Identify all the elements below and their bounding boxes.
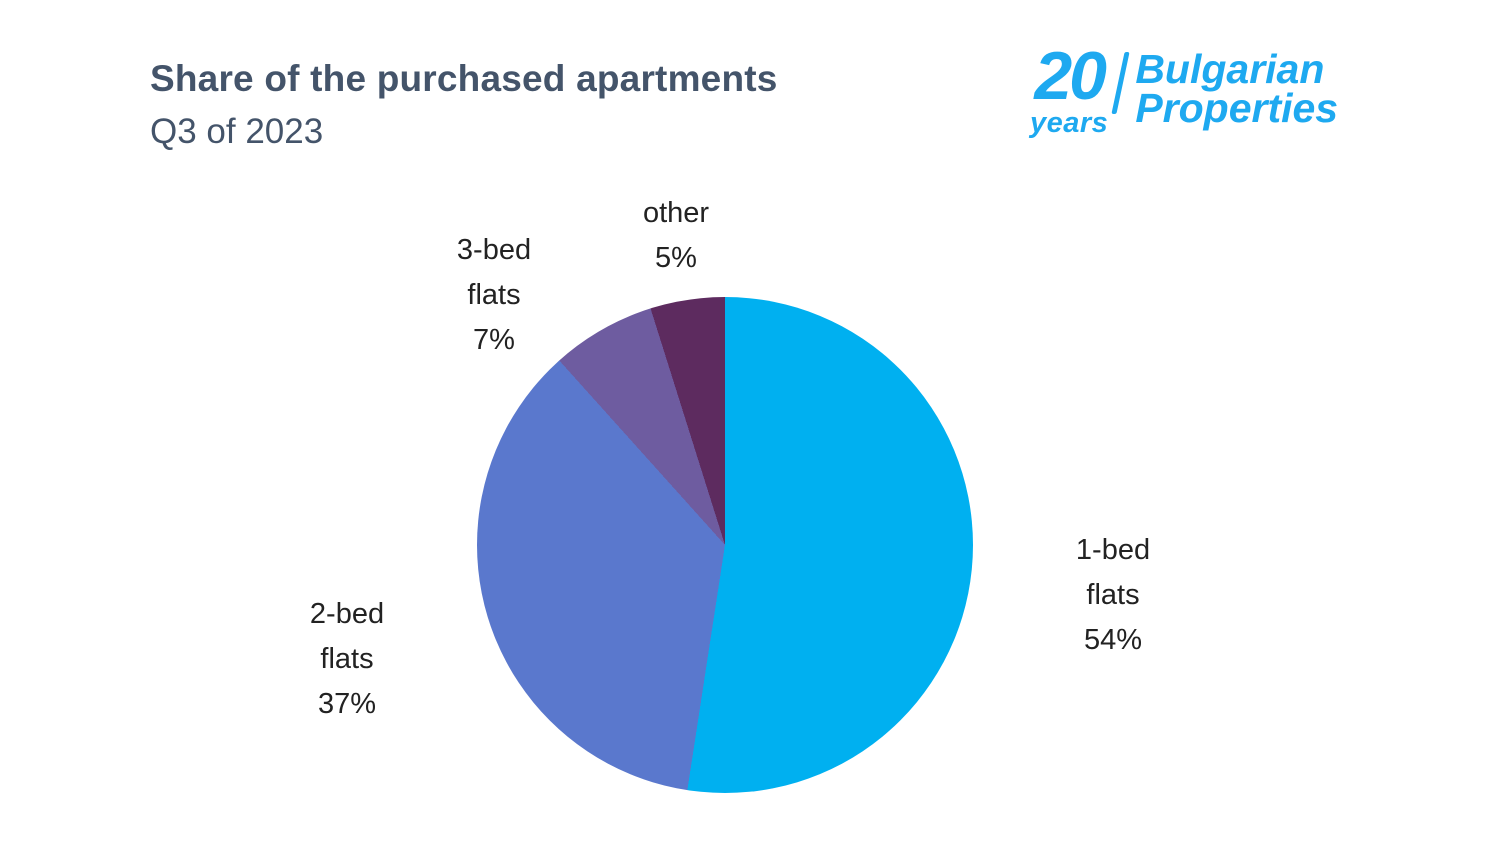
slice-label-1-bed-flats: 1-bed flats 54%: [1033, 528, 1193, 663]
slice-label-3-bed-flats: 3-bed flats 7%: [424, 228, 564, 363]
slice-label-line: 1-bed: [1075, 534, 1151, 566]
slice-label-line: flats: [1086, 579, 1140, 611]
logo-brand-line2: Properties: [1135, 84, 1339, 131]
slice-label-line: other: [642, 197, 710, 229]
slice-label-value: 5%: [655, 242, 697, 274]
slice-label-line: 3-bed: [456, 234, 532, 266]
logo-20-years: 20 years: [1030, 38, 1109, 139]
logo-number: 20: [1034, 38, 1107, 114]
slice-label-other: other 5%: [606, 191, 746, 281]
page-title: Share of the purchased apartments: [150, 58, 778, 99]
page-subtitle: Q3 of 2023: [150, 112, 324, 151]
slice-label-2-bed-flats: 2-bed flats 37%: [277, 592, 417, 727]
slice-label-line: flats: [467, 279, 521, 311]
slice-label-line: flats: [320, 643, 374, 675]
bulgarian-properties-logo: 20 years Bulgarian Properties: [1030, 38, 1339, 139]
logo-brand-name: Bulgarian Properties: [1135, 46, 1339, 131]
slice-label-value: 37%: [317, 688, 377, 720]
pie-chart: [477, 297, 973, 793]
slice-label-value: 7%: [473, 324, 515, 356]
chart-header: Share of the purchased apartments Q3 of …: [150, 58, 778, 152]
logo-divider: [1111, 52, 1130, 114]
logo-years-label: years: [1030, 106, 1109, 139]
logo-brand-line1: Bulgarian: [1135, 46, 1325, 92]
slice-label-value: 54%: [1083, 624, 1143, 656]
slice-label-line: 2-bed: [309, 598, 385, 630]
